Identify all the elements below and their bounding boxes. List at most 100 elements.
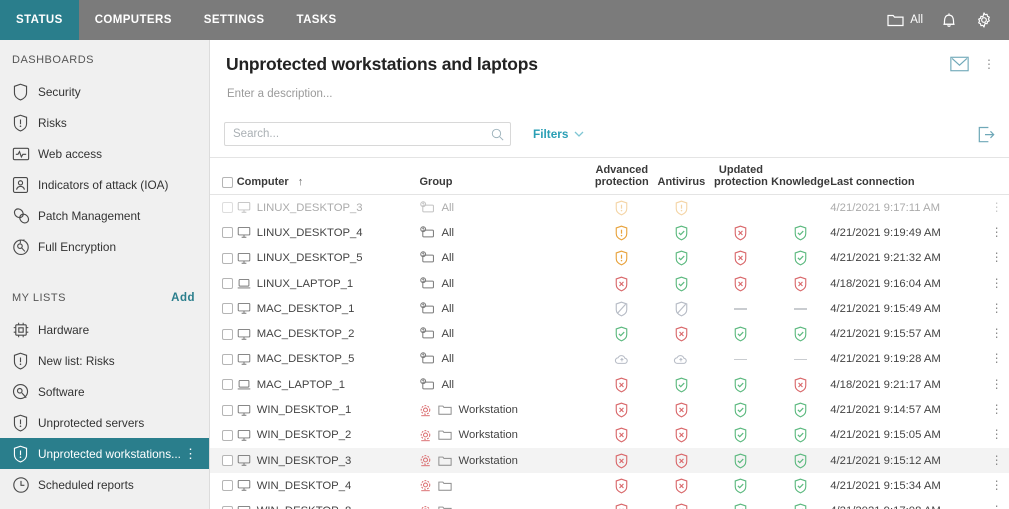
table-row[interactable]: WIN_DESKTOP_8 4/21/2021 9:17:08 AM ⋮ <box>210 499 1009 509</box>
export-button[interactable] <box>978 126 995 143</box>
notifications-button[interactable] <box>941 12 957 29</box>
more-vertical-icon[interactable]: ⋮ <box>983 57 995 71</box>
row-more-icon[interactable]: ⋮ <box>991 504 1003 509</box>
desktop-icon <box>237 302 251 315</box>
title-actions: ⋮ <box>950 54 995 72</box>
sidebar-item-full-encryption[interactable]: Full Encryption ⋮ <box>0 231 209 262</box>
sidebar-item-scheduled-reports[interactable]: Scheduled reports ⋮ <box>0 469 209 500</box>
row-more-icon[interactable]: ⋮ <box>990 477 1003 492</box>
row-checkbox[interactable] <box>222 379 233 391</box>
cell-advanced-protection <box>592 347 652 372</box>
row-more-icon[interactable]: ⋮ <box>990 224 1003 239</box>
list-options-icon[interactable]: ⋮ <box>184 446 197 461</box>
desktop-icon <box>237 252 251 265</box>
search-input[interactable] <box>233 128 491 140</box>
sidebar-item-security[interactable]: Security ⋮ <box>0 76 209 107</box>
table-row[interactable]: LINUX_DESKTOP_3 All 4/21/2021 9:17:11 AM… <box>210 195 1009 220</box>
cell-group: All <box>419 372 592 397</box>
sidebar-item-indicators-of-attack-ioa[interactable]: Indicators of attack (IOA) ⋮ <box>0 169 209 200</box>
row-more-icon[interactable]: ⋮ <box>990 402 1003 417</box>
sidebar-item-new-list-risks[interactable]: New list: Risks ⋮ <box>0 345 209 376</box>
row-checkbox[interactable] <box>222 278 233 290</box>
table-row[interactable]: MAC_DESKTOP_1 All 4/21/2021 9:15:49 AM ⋮ <box>210 296 1009 321</box>
row-checkbox[interactable] <box>222 429 233 441</box>
table-row[interactable]: LINUX_DESKTOP_4 All 4/21/2021 9:19:49 AM… <box>210 220 1009 245</box>
topnav-item-settings[interactable]: SETTINGS <box>188 0 281 40</box>
sidebar-item-hardware[interactable]: Hardware ⋮ <box>0 314 209 345</box>
status-ok-icon <box>771 402 831 418</box>
topnav-item-computers[interactable]: COMPUTERS <box>79 0 188 40</box>
description-input[interactable]: Enter a description... <box>227 88 333 100</box>
row-more-icon[interactable]: ⋮ <box>990 250 1003 265</box>
table-row[interactable]: WIN_DESKTOP_1 Workstation 4/21/2021 9:14… <box>210 397 1009 422</box>
sidebar-item-risks[interactable]: Risks ⋮ <box>0 107 209 138</box>
row-checkbox[interactable] <box>222 252 233 264</box>
row-checkbox[interactable] <box>222 480 233 492</box>
table-row[interactable]: WIN_DESKTOP_2 Workstation 4/21/2021 9:15… <box>210 423 1009 448</box>
settings-button[interactable] <box>975 11 993 29</box>
row-more-icon[interactable]: ⋮ <box>990 351 1003 366</box>
row-checkbox[interactable] <box>222 202 233 214</box>
scope-selector-all[interactable]: All <box>887 13 923 27</box>
row-more-icon[interactable]: ⋮ <box>990 199 1003 214</box>
column-header-updated-protection[interactable]: Updated protection <box>711 164 771 194</box>
sidebar-item-label: Risks <box>38 115 67 130</box>
row-checkbox[interactable] <box>222 328 233 340</box>
cell-advanced-protection <box>592 296 652 321</box>
row-more-icon[interactable]: ⋮ <box>990 376 1003 391</box>
add-list-button[interactable]: Add <box>171 292 195 304</box>
sidebar-item-unprotected-servers[interactable]: Unprotected servers ⋮ <box>0 407 209 438</box>
topnav-item-status[interactable]: STATUS <box>0 0 79 40</box>
column-header-antivirus[interactable]: Antivirus <box>651 164 712 194</box>
row-more-icon[interactable]: ⋮ <box>990 326 1003 341</box>
cell-row-actions: ⋮ <box>984 271 1009 296</box>
patch-icon <box>12 207 38 225</box>
table-row[interactable]: MAC_DESKTOP_5 All 4/21/2021 9:19:28 AM ⋮ <box>210 347 1009 372</box>
table-row[interactable]: MAC_DESKTOP_2 All 4/21/2021 9:15:57 AM ⋮ <box>210 321 1009 346</box>
table-row[interactable]: MAC_LAPTOP_1 All 4/18/2021 9:21:17 AM ⋮ <box>210 372 1009 397</box>
row-checkbox[interactable] <box>222 303 233 315</box>
table-row[interactable]: WIN_DESKTOP_4 4/21/2021 9:15:34 AM ⋮ <box>210 473 1009 498</box>
filters-dropdown[interactable]: Filters <box>533 127 584 141</box>
sidebar-item-unprotected-workstations[interactable]: Unprotected workstations... ⋮ <box>0 438 209 469</box>
status-cloud-icon <box>652 353 712 366</box>
row-more-icon[interactable]: ⋮ <box>990 427 1003 442</box>
status-ok-icon <box>771 250 831 266</box>
row-checkbox[interactable] <box>222 353 233 365</box>
column-header-last-connection[interactable]: Last connection <box>830 164 985 194</box>
row-checkbox[interactable] <box>222 227 233 239</box>
cell-advanced-protection <box>592 372 652 397</box>
search-box[interactable] <box>224 122 511 146</box>
desktop-icon <box>237 505 251 509</box>
send-report-button[interactable] <box>950 56 969 72</box>
column-header-advanced-protection[interactable]: Advanced protection <box>592 164 652 194</box>
cell-row-actions: ⋮ <box>984 321 1009 346</box>
table-row[interactable]: LINUX_DESKTOP_5 All 4/21/2021 9:21:32 AM… <box>210 246 1009 271</box>
topnav-item-tasks[interactable]: TASKS <box>281 0 353 40</box>
row-checkbox[interactable] <box>222 455 233 467</box>
row-more-icon[interactable]: ⋮ <box>990 300 1003 315</box>
group-all-icon <box>419 377 435 392</box>
column-header-computer[interactable]: Computer ↑ <box>236 164 420 194</box>
table-row[interactable]: WIN_DESKTOP_3 Workstation 4/21/2021 9:15… <box>210 447 1009 474</box>
status-error-icon <box>771 377 831 393</box>
select-all-checkbox[interactable] <box>222 176 233 188</box>
column-header-knowledge[interactable]: Knowledge <box>770 164 831 194</box>
sidebar-item-software[interactable]: Software ⋮ <box>0 376 209 407</box>
row-checkbox[interactable] <box>222 505 233 509</box>
sidebar-dashboards-header: DASHBOARDS <box>0 40 209 76</box>
sidebar-item-patch-management[interactable]: Patch Management ⋮ <box>0 200 209 231</box>
cell-knowledge <box>771 499 831 509</box>
cell-antivirus <box>652 246 712 271</box>
row-checkbox[interactable] <box>222 404 233 416</box>
row-more-icon[interactable]: ⋮ <box>990 275 1003 290</box>
table-row[interactable]: LINUX_LAPTOP_1 All 4/18/2021 9:16:04 AM … <box>210 271 1009 296</box>
column-header-group[interactable]: Group <box>419 164 593 194</box>
cell-advanced-protection <box>592 473 652 498</box>
sidebar-item-web-access[interactable]: Web access ⋮ <box>0 138 209 169</box>
search-icon[interactable] <box>491 128 504 141</box>
cell-row-actions: ⋮ <box>984 448 1009 473</box>
status-error-icon <box>711 276 771 292</box>
row-more-icon[interactable]: ⋮ <box>990 452 1003 467</box>
cell-row-actions: ⋮ <box>984 397 1009 422</box>
